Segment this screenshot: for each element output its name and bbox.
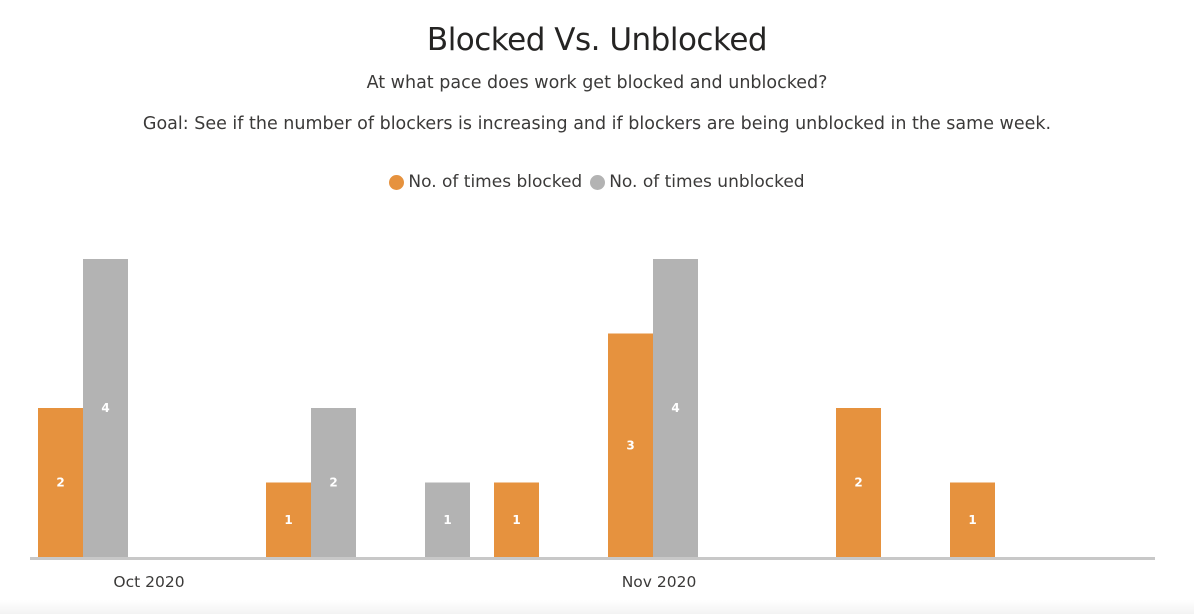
bar-unblocked-3[interactable] <box>425 482 470 558</box>
bar-blocked-4[interactable] <box>494 482 539 558</box>
x-tick-label-1: Nov 2020 <box>622 573 697 591</box>
data-label-blocked-0: 2 <box>56 476 64 490</box>
data-label-blocked-5: 3 <box>626 438 634 452</box>
data-label-unblocked-0: 4 <box>101 401 109 415</box>
x-tick-label-0: Oct 2020 <box>113 573 184 591</box>
legend-item-blocked[interactable]: No. of times blocked <box>389 172 582 192</box>
data-label-blocked-8: 1 <box>968 513 976 527</box>
data-label-blocked-4: 1 <box>512 513 520 527</box>
bar-blocked-7[interactable] <box>836 408 881 557</box>
chart-subtitle-goal: Goal: See if the number of blockers is i… <box>142 114 1052 134</box>
data-label-unblocked-5: 4 <box>671 401 679 415</box>
legend-label-blocked: No. of times blocked <box>408 172 583 192</box>
bar-blocked-2[interactable] <box>266 482 311 558</box>
data-label-unblocked-3: 1 <box>443 513 451 527</box>
bar-blocked-8[interactable] <box>950 482 995 558</box>
legend-swatch-unblocked <box>590 174 606 190</box>
chart-legend: No. of times blocked No. of times unbloc… <box>0 172 1194 192</box>
data-label-blocked-7: 2 <box>854 476 862 490</box>
bar-blocked-5[interactable] <box>608 333 653 558</box>
bar-unblocked-5[interactable] <box>653 259 698 557</box>
data-label-unblocked-2: 2 <box>329 476 337 490</box>
legend-swatch-blocked <box>389 174 405 190</box>
bar-unblocked-2[interactable] <box>311 408 356 557</box>
bar-unblocked-0[interactable] <box>83 259 128 557</box>
chart-subtitle-question: At what pace does work get blocked and u… <box>366 73 828 93</box>
legend-item-unblocked[interactable]: No. of times unblocked <box>590 172 805 192</box>
data-label-blocked-2: 1 <box>284 513 292 527</box>
bottom-shade <box>0 600 1194 614</box>
bar-blocked-0[interactable] <box>38 408 83 557</box>
bar-chart: 2 1 1 3 2 1 4 2 1 4 Oct 2020 Nov 2020 <box>30 259 1155 591</box>
legend-label-unblocked: No. of times unblocked <box>609 172 805 192</box>
chart-title: Blocked Vs. Unblocked <box>426 22 768 58</box>
